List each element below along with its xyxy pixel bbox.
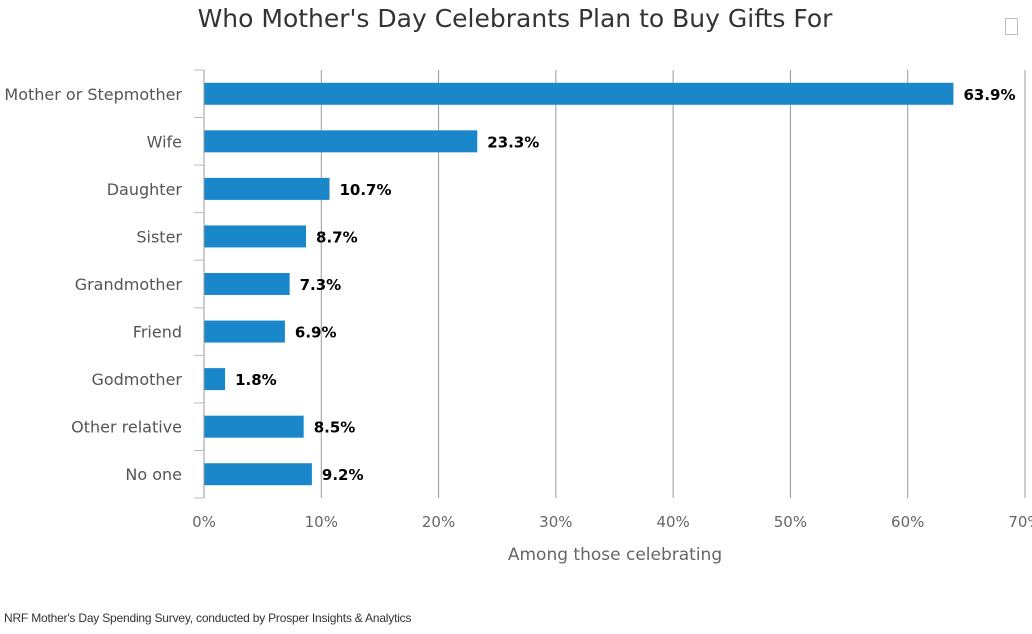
data-label: 9.2% bbox=[322, 466, 364, 484]
bar-chart: 0% 10% 20% 30% 40% 50% 60% 70% Mother or Stepmot… bbox=[4, 69, 1032, 565]
x-tick-label: 20% bbox=[422, 513, 455, 531]
data-label: 1.8% bbox=[235, 371, 277, 389]
x-tick-label: 50% bbox=[774, 513, 807, 531]
x-tick-label: 40% bbox=[656, 513, 689, 531]
x-axis-title: Among those celebrating bbox=[508, 545, 722, 565]
x-tick-label: 30% bbox=[539, 513, 572, 531]
bar bbox=[204, 273, 290, 295]
category-label: No one bbox=[125, 465, 182, 484]
source-note: NRF Mother's Day Spending Survey, conduc… bbox=[4, 611, 412, 625]
data-label: 8.5% bbox=[314, 419, 356, 437]
category-label: Friend bbox=[133, 323, 182, 342]
chart-context-menu-icon[interactable] bbox=[1005, 18, 1018, 35]
bar bbox=[204, 130, 478, 153]
category-label: Mother or Stepmother bbox=[4, 85, 182, 104]
data-label: 7.3% bbox=[300, 276, 342, 294]
bar bbox=[204, 177, 330, 200]
chart-title: Who Mother's Day Celebrants Plan to Buy … bbox=[197, 4, 833, 33]
bar bbox=[204, 368, 226, 391]
x-tick-label: 10% bbox=[305, 513, 338, 531]
category-label: Sister bbox=[136, 227, 182, 246]
bar bbox=[204, 320, 285, 343]
category-label: Other relative bbox=[71, 418, 182, 437]
x-tick-label: 0% bbox=[192, 513, 216, 531]
category-label: Wife bbox=[147, 132, 182, 151]
bars bbox=[204, 82, 954, 486]
bar bbox=[204, 225, 307, 248]
labels: 0% 10% 20% 30% 40% 50% 60% 70% Mother or Stepmot… bbox=[4, 85, 1032, 531]
category-label: Grandmother bbox=[75, 275, 183, 294]
data-label: 6.9% bbox=[295, 324, 337, 342]
data-label: 23.3% bbox=[487, 133, 539, 151]
x-tick-label: 70% bbox=[1008, 513, 1032, 531]
axes bbox=[194, 69, 205, 499]
data-label: 10.7% bbox=[339, 181, 391, 199]
data-label: 8.7% bbox=[316, 228, 358, 246]
bar bbox=[204, 82, 954, 105]
category-label: Daughter bbox=[107, 180, 183, 199]
data-label: 63.9% bbox=[963, 86, 1015, 104]
category-label: Godmother bbox=[91, 370, 182, 389]
bar bbox=[204, 463, 312, 486]
bar bbox=[204, 415, 304, 438]
x-tick-label: 60% bbox=[891, 513, 924, 531]
